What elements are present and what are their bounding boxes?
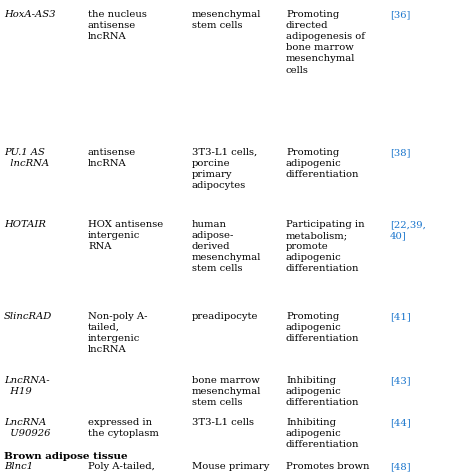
Text: PU.1 AS
  lncRNA: PU.1 AS lncRNA bbox=[4, 148, 49, 168]
Text: mesenchymal
stem cells: mesenchymal stem cells bbox=[192, 10, 261, 30]
Text: 3T3-L1 cells,
porcine
primary
adipocytes: 3T3-L1 cells, porcine primary adipocytes bbox=[192, 148, 257, 190]
Text: LncRNA
  U90926: LncRNA U90926 bbox=[4, 418, 51, 438]
Text: HOTAIR: HOTAIR bbox=[4, 220, 46, 229]
Text: preadipocyte: preadipocyte bbox=[192, 312, 258, 321]
Text: [36]: [36] bbox=[390, 10, 410, 19]
Text: [22,39,
40]: [22,39, 40] bbox=[390, 220, 426, 240]
Text: Inhibiting
adipogenic
differentiation: Inhibiting adipogenic differentiation bbox=[286, 418, 359, 449]
Text: [41]: [41] bbox=[390, 312, 411, 321]
Text: Promoting
adipogenic
differentiation: Promoting adipogenic differentiation bbox=[286, 148, 359, 179]
Text: 3T3-L1 cells: 3T3-L1 cells bbox=[192, 418, 254, 427]
Text: antisense
lncRNA: antisense lncRNA bbox=[88, 148, 136, 168]
Text: [48]: [48] bbox=[390, 462, 410, 471]
Text: the nucleus
antisense
lncRNA: the nucleus antisense lncRNA bbox=[88, 10, 147, 41]
Text: HoxA-AS3: HoxA-AS3 bbox=[4, 10, 55, 19]
Text: human
adipose-
derived
mesenchymal
stem cells: human adipose- derived mesenchymal stem … bbox=[192, 220, 261, 273]
Text: [38]: [38] bbox=[390, 148, 410, 157]
Text: Poly A-tailed,: Poly A-tailed, bbox=[88, 462, 155, 471]
Text: LncRNA-
  H19: LncRNA- H19 bbox=[4, 376, 50, 396]
Text: Promoting
directed
adipogenesis of
bone marrow
mesenchymal
cells: Promoting directed adipogenesis of bone … bbox=[286, 10, 365, 74]
Text: Blnc1: Blnc1 bbox=[4, 462, 33, 471]
Text: Inhibiting
adipogenic
differentiation: Inhibiting adipogenic differentiation bbox=[286, 376, 359, 407]
Text: expressed in
the cytoplasm: expressed in the cytoplasm bbox=[88, 418, 159, 438]
Text: Brown adipose tissue: Brown adipose tissue bbox=[4, 452, 128, 461]
Text: Non-poly A-
tailed,
intergenic
lncRNA: Non-poly A- tailed, intergenic lncRNA bbox=[88, 312, 147, 354]
Text: [44]: [44] bbox=[390, 418, 411, 427]
Text: SlincRAD: SlincRAD bbox=[4, 312, 52, 321]
Text: Promoting
adipogenic
differentiation: Promoting adipogenic differentiation bbox=[286, 312, 359, 343]
Text: Participating in
metabolism;
promote
adipogenic
differentiation: Participating in metabolism; promote adi… bbox=[286, 220, 365, 273]
Text: [43]: [43] bbox=[390, 376, 410, 385]
Text: Mouse primary: Mouse primary bbox=[192, 462, 269, 471]
Text: bone marrow
mesenchymal
stem cells: bone marrow mesenchymal stem cells bbox=[192, 376, 261, 407]
Text: Promotes brown: Promotes brown bbox=[286, 462, 370, 471]
Text: HOX antisense
intergenic
RNA: HOX antisense intergenic RNA bbox=[88, 220, 163, 251]
